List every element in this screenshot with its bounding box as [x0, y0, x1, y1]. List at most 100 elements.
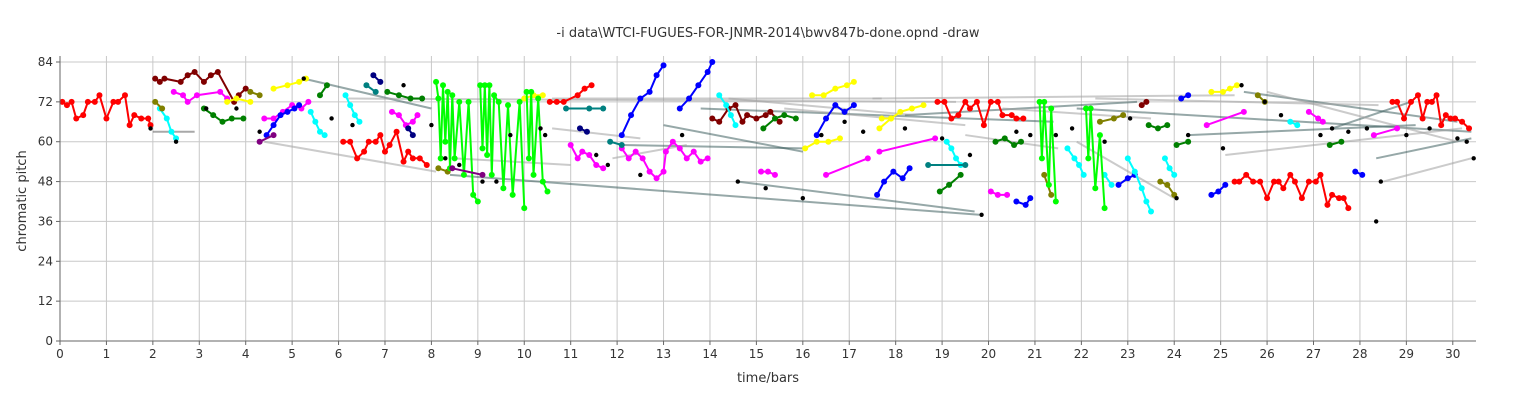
- data-point: [1318, 132, 1323, 138]
- series-group: [1096, 112, 1127, 125]
- data-point: [925, 161, 932, 168]
- data-point: [1312, 178, 1319, 185]
- data-point: [1394, 98, 1401, 105]
- data-point: [444, 88, 451, 95]
- x-axis-title: time/bars: [737, 371, 799, 386]
- data-point: [484, 152, 491, 158]
- series-group: [1326, 138, 1345, 149]
- x-tick-label: 23: [1120, 347, 1135, 361]
- data-point: [393, 128, 400, 135]
- data-point: [948, 115, 955, 122]
- data-point: [1240, 108, 1247, 115]
- data-point: [957, 171, 964, 178]
- data-point: [1305, 108, 1312, 115]
- data-point: [987, 188, 994, 195]
- data-point: [405, 148, 412, 155]
- series-group: [59, 92, 154, 129]
- data-point: [1001, 135, 1008, 142]
- series-group: [802, 135, 843, 152]
- data-point: [594, 152, 599, 158]
- data-point: [1428, 98, 1435, 105]
- data-point: [242, 85, 249, 92]
- series-line: [1206, 110, 1245, 127]
- data-point: [1257, 178, 1264, 185]
- x-tick-label: 12: [609, 347, 624, 361]
- series-group: [563, 105, 607, 112]
- data-point: [329, 116, 334, 121]
- data-point: [980, 122, 987, 129]
- data-point: [505, 102, 512, 109]
- data-point: [800, 195, 806, 201]
- data-point: [1143, 198, 1150, 205]
- series-group: [1203, 108, 1247, 129]
- data-point: [542, 132, 548, 138]
- data-point: [809, 92, 816, 99]
- data-point: [270, 132, 277, 139]
- series-line: [879, 137, 936, 153]
- data-point: [697, 158, 704, 165]
- data-point: [669, 138, 676, 145]
- data-point: [1370, 132, 1377, 139]
- data-point: [521, 95, 528, 102]
- data-point: [1298, 195, 1305, 202]
- data-point: [386, 142, 393, 149]
- data-point: [1087, 105, 1094, 112]
- data-point: [1171, 171, 1178, 178]
- data-point: [586, 105, 593, 112]
- series-group: [449, 165, 486, 178]
- data-point: [860, 129, 866, 134]
- data-point: [474, 198, 481, 205]
- data-point: [639, 155, 646, 162]
- series-group: [878, 115, 895, 122]
- data-point: [967, 152, 973, 158]
- connector-line: [1382, 157, 1472, 183]
- data-point: [407, 95, 414, 102]
- data-point: [1280, 185, 1287, 192]
- data-point: [946, 181, 953, 188]
- data-point: [1110, 115, 1117, 122]
- connector-line: [1188, 124, 1416, 137]
- data-point: [495, 98, 502, 105]
- data-point: [103, 115, 110, 122]
- data-point: [73, 115, 80, 122]
- series-group: [987, 188, 1011, 198]
- data-point: [1226, 85, 1233, 92]
- data-point: [962, 98, 969, 105]
- data-point: [771, 171, 778, 178]
- series-group: [1013, 195, 1034, 208]
- series-group: [224, 95, 254, 105]
- data-point: [200, 78, 207, 85]
- tick-labels: 0 1 2 3 4 5 6 7 8 9 10 11 12 13 14 15 16 17 18 19 20 21 22 23 24…: [38, 55, 1461, 361]
- series-group: [307, 108, 328, 139]
- data-point: [1359, 171, 1366, 178]
- data-point: [1340, 195, 1347, 202]
- data-point: [538, 126, 543, 131]
- data-point: [1294, 122, 1301, 129]
- data-point: [305, 98, 312, 105]
- data-point: [80, 112, 87, 119]
- data-point: [442, 138, 449, 145]
- data-point: [486, 82, 493, 89]
- data-point: [481, 82, 488, 89]
- series-group: [809, 78, 857, 99]
- y-tick-label: 36: [38, 214, 53, 228]
- data-point: [163, 115, 170, 122]
- series-group: [992, 135, 1025, 149]
- data-point: [509, 191, 516, 198]
- connector-line: [737, 180, 975, 213]
- data-point: [1208, 88, 1215, 95]
- series-group: [760, 112, 799, 132]
- series-group: [342, 92, 363, 125]
- y-tick-label: 72: [38, 95, 53, 109]
- series-group: [1083, 105, 1108, 212]
- x-tick-label: 16: [795, 347, 810, 361]
- series-group: [370, 72, 384, 85]
- data-point: [1466, 125, 1473, 132]
- data-point: [96, 92, 103, 99]
- data-point: [228, 115, 235, 122]
- data-point: [477, 82, 484, 89]
- data-point: [593, 161, 600, 168]
- data-point: [902, 126, 908, 131]
- data-point: [1166, 165, 1173, 172]
- data-point: [400, 158, 407, 165]
